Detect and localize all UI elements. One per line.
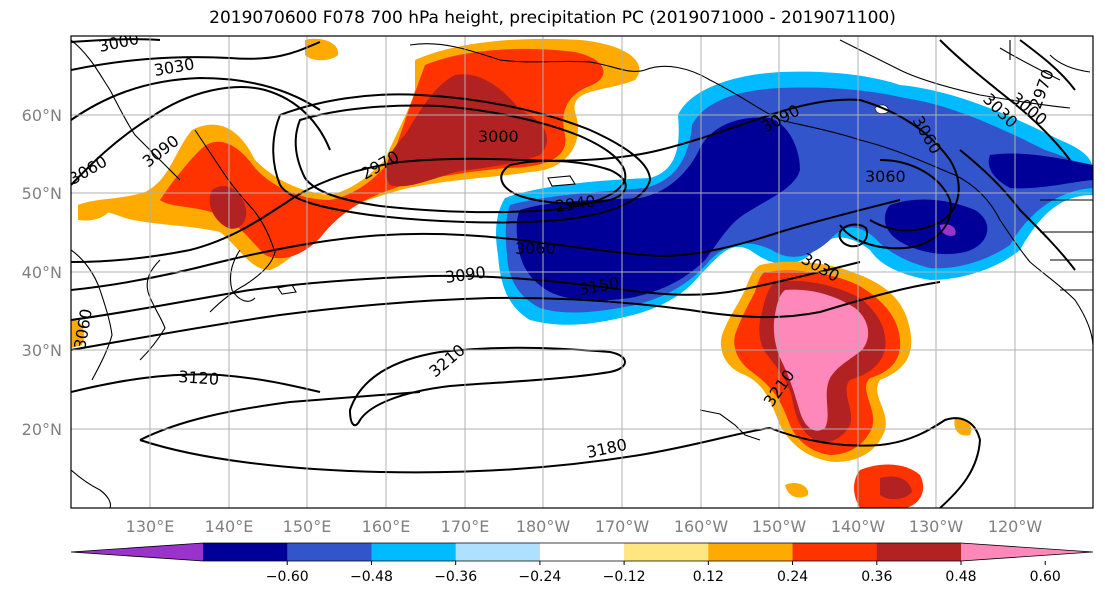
precip-fill-positive-north xyxy=(78,38,640,270)
colorbar-tick-label: 0.36 xyxy=(861,569,892,585)
colorbar-tick-label: −0.36 xyxy=(434,569,477,585)
colorbar-extend-high xyxy=(961,543,1093,561)
colorbar-extend-low xyxy=(71,543,203,561)
contour-label: 3060 xyxy=(515,239,556,258)
lat-label: 40°N xyxy=(22,263,62,282)
colorbar-segment xyxy=(455,543,541,561)
colorbar-segment xyxy=(792,543,878,561)
graticule xyxy=(71,36,1093,508)
contour-label: 3120 xyxy=(178,367,220,389)
coastlines xyxy=(71,39,1093,508)
longitude-labels: 130°E 140°E 150°E 160°E 170°E 180°W 170°… xyxy=(126,517,1043,536)
colorbar-tick-label: 0.24 xyxy=(777,569,808,585)
colorbar-tick-label: −0.60 xyxy=(266,569,309,585)
colorbar-segment xyxy=(876,543,962,561)
colorbar-segment xyxy=(539,543,625,561)
colorbar-tick-label: 0.12 xyxy=(693,569,724,585)
colorbar-segment xyxy=(624,543,709,561)
lat-label: 20°N xyxy=(22,420,62,439)
colorbar-tick-label: −0.48 xyxy=(350,569,393,585)
colorbar-segment xyxy=(371,543,457,561)
lon-label: 170°W xyxy=(595,517,650,536)
colorbar-tick-label: 0.60 xyxy=(1030,569,1061,585)
colorbar-segment xyxy=(203,543,288,561)
map-title: 2019070600 F078 700 hPa height, precipit… xyxy=(209,8,896,28)
lon-label: 170°E xyxy=(441,517,490,536)
colorbar-tick-label: −0.12 xyxy=(603,569,646,585)
lon-label: 150°W xyxy=(752,517,807,536)
lon-label: 160°W xyxy=(674,517,729,536)
lon-label: 160°E xyxy=(362,517,411,536)
lon-label: 130°E xyxy=(126,517,175,536)
lat-label: 50°N xyxy=(22,184,62,203)
colorbar-segment xyxy=(708,543,794,561)
lon-label: 140°E xyxy=(205,517,254,536)
lon-label: 140°W xyxy=(831,517,886,536)
latitude-labels: 60°N 50°N 40°N 30°N 20°N xyxy=(22,106,62,439)
lat-label: 30°N xyxy=(22,341,62,360)
colorbar-outline xyxy=(70,542,1094,562)
height-contours xyxy=(71,38,1076,508)
contour-label: 3060 xyxy=(865,167,906,186)
map-frame xyxy=(70,35,1094,509)
colorbar-segment xyxy=(287,543,372,561)
lon-label: 150°E xyxy=(283,517,332,536)
colorbar: −0.60 −0.48 −0.36 −0.24 −0.12 0.12 0.24 0.36 0.4… xyxy=(70,542,1094,585)
lat-label: 60°N xyxy=(22,106,62,125)
lon-label: 180°W xyxy=(516,517,571,536)
lon-label: 130°W xyxy=(909,517,964,536)
colorbar-tick-label: −0.24 xyxy=(518,569,561,585)
contour-label: 3000 xyxy=(478,127,519,146)
precip-fill-positive-south xyxy=(71,261,972,508)
lon-label: 120°W xyxy=(988,517,1043,536)
colorbar-tick-label: 0.48 xyxy=(945,569,976,585)
